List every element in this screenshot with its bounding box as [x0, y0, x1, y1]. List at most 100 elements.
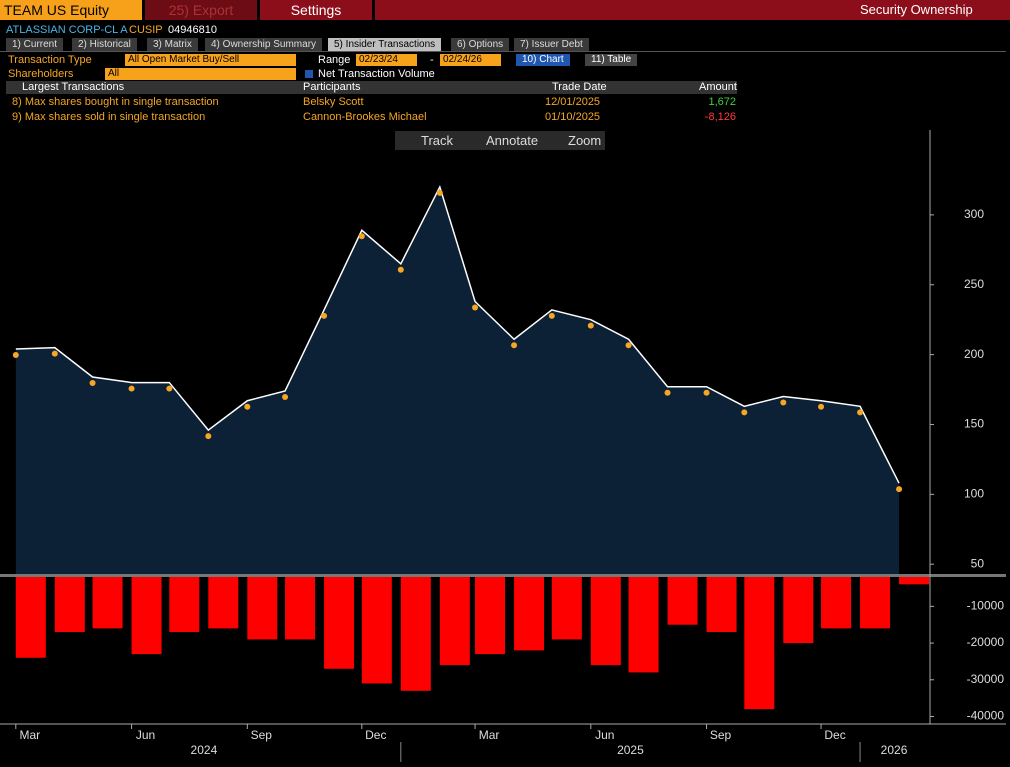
price-point — [244, 403, 251, 410]
settings-button[interactable]: Settings — [260, 0, 372, 20]
tab[interactable]: 3) Matrix — [147, 38, 198, 51]
table-cell[interactable]: 8) Max shares bought in single transacti… — [12, 96, 219, 108]
price-point — [818, 403, 825, 410]
tab[interactable]: 5) Insider Transactions — [328, 38, 442, 51]
price-point — [12, 352, 19, 359]
ticker-box[interactable]: TEAM US Equity — [0, 0, 142, 20]
shareholders-select[interactable]: All — [105, 68, 296, 80]
filter-label: Range — [318, 54, 351, 66]
x-tick-label: Jun — [136, 728, 155, 742]
volume-bar — [131, 577, 162, 655]
chart-button[interactable]: 10) Chart — [516, 54, 570, 66]
header-bar — [375, 0, 1010, 20]
year-label: 2024 — [191, 743, 218, 757]
y-tick-label: 150 — [964, 417, 984, 431]
volume-bar — [628, 577, 659, 673]
table-header: Trade Date — [552, 81, 607, 94]
range-start[interactable]: 02/23/24 — [356, 54, 417, 66]
filter-label: Shareholders — [8, 68, 74, 80]
table-header: Largest Transactions — [22, 81, 125, 94]
x-tick-label: Mar — [479, 728, 500, 742]
volume-bar — [92, 577, 123, 629]
volume-bar — [744, 577, 775, 710]
table-header: Amount — [699, 81, 737, 94]
y-tick-label: 300 — [964, 207, 984, 221]
volume-bar — [54, 577, 85, 633]
price-point — [703, 389, 710, 396]
volume-bar — [551, 577, 582, 640]
volume-bar — [514, 577, 545, 651]
cusip: 04946810 — [168, 24, 217, 36]
price-point — [741, 409, 748, 416]
price-point — [436, 189, 443, 196]
security-name: ATLASSIAN CORP-CL A — [6, 24, 128, 36]
cusip-label: CUSIP — [129, 24, 163, 36]
tab-underline — [0, 51, 1006, 52]
x-tick-label: Dec — [824, 728, 845, 742]
price-point — [587, 322, 594, 329]
volume-bar — [208, 577, 239, 629]
x-tick-label: Mar — [19, 728, 40, 742]
table-header: Participants — [303, 81, 361, 94]
price-point — [511, 342, 518, 349]
price-point — [166, 385, 173, 392]
filter-label: Transaction Type — [8, 54, 92, 66]
volume-bar — [667, 577, 698, 625]
transaction-type-select[interactable]: All Open Market Buy/Sell — [125, 54, 296, 66]
panel-divider — [0, 574, 1006, 577]
checkbox[interactable] — [305, 70, 313, 78]
volume-bar — [860, 577, 891, 629]
security-ownership-link[interactable]: Security Ownership — [860, 2, 973, 17]
table-cell[interactable]: 9) Max shares sold in single transaction — [12, 111, 206, 123]
zoom-tool[interactable]: Zoom — [568, 133, 602, 148]
price-area — [15, 186, 900, 574]
y-tick-label: 200 — [964, 347, 984, 361]
volume-bar — [361, 577, 392, 684]
price-point — [128, 385, 135, 392]
y-tick-label: -20000 — [967, 635, 1005, 649]
volume-bar — [169, 577, 200, 633]
tab[interactable]: 4) Ownership Summary — [205, 38, 323, 51]
table-cell: 12/01/2025 — [545, 96, 601, 108]
volume-bar — [15, 577, 46, 658]
tab[interactable]: 2) Historical — [72, 38, 137, 51]
table-cell: Belsky Scott — [303, 96, 364, 108]
x-tick-label: Jun — [595, 728, 614, 742]
volume-bar — [821, 577, 852, 629]
price-point — [397, 266, 404, 273]
volume-bar — [475, 577, 506, 655]
annotate-tool[interactable]: Annotate — [486, 133, 539, 148]
table-cell: 01/10/2025 — [545, 111, 601, 123]
price-point — [664, 389, 671, 396]
volume-bar — [590, 577, 621, 666]
tab[interactable]: 1) Current — [6, 38, 64, 51]
tab[interactable]: 6) Options — [451, 38, 510, 51]
volume-bar — [783, 577, 814, 644]
price-line — [15, 184, 900, 484]
year-label: 2026 — [881, 743, 908, 757]
volume-bar — [439, 577, 470, 666]
table-cell: -8,126 — [704, 111, 736, 123]
price-point — [89, 379, 96, 386]
track-tool[interactable]: Track — [421, 133, 454, 148]
y-tick-label: 250 — [964, 277, 984, 291]
chart-toolbar — [395, 131, 605, 150]
price-point — [282, 393, 289, 400]
export-button[interactable]: 25) Export — [145, 0, 257, 20]
volume-bar — [247, 577, 278, 640]
range-separator: - — [430, 54, 434, 66]
table-button[interactable]: 11) Table — [585, 54, 638, 66]
x-tick-label: Sep — [710, 728, 732, 742]
price-point — [321, 312, 328, 319]
volume-bar — [285, 577, 316, 640]
price-point — [780, 399, 787, 406]
range-end[interactable]: 02/24/26 — [440, 54, 501, 66]
y-tick-label: -40000 — [967, 709, 1005, 723]
x-tick-label: Dec — [365, 728, 386, 742]
price-point — [857, 409, 864, 416]
price-point — [205, 433, 212, 440]
x-tick-label: Sep — [251, 728, 273, 742]
y-tick-label: 100 — [964, 487, 984, 501]
tab[interactable]: 7) Issuer Debt — [514, 38, 589, 51]
